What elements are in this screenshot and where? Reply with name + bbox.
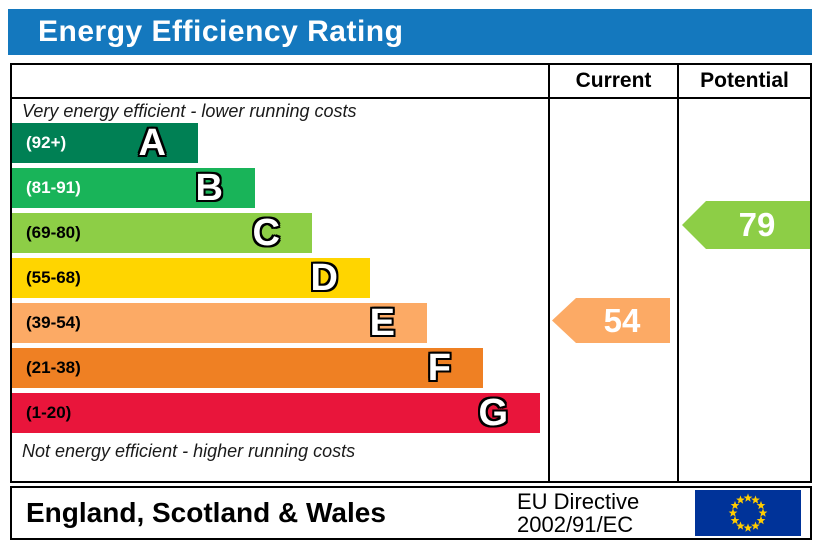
footer: England, Scotland & Wales EU Directive 2…	[10, 486, 812, 540]
band-row-b: (81-91) B	[12, 168, 255, 208]
current-value: 54	[603, 301, 641, 339]
band-range: (55-68)	[26, 268, 81, 287]
band-range: (69-80)	[26, 223, 81, 242]
band-range: (92+)	[26, 133, 67, 152]
header-divider	[12, 97, 810, 99]
band-row-c: (69-80) C	[12, 213, 312, 253]
band-range: (39-54)	[26, 313, 81, 332]
band-letter: E	[369, 302, 395, 344]
band-letter: C	[252, 212, 280, 254]
potential-column-header: Potential	[700, 69, 789, 92]
band-letter: A	[138, 122, 166, 164]
band-range: (81-91)	[26, 178, 81, 197]
current-arrow: 54	[552, 298, 670, 343]
potential-value: 79	[738, 206, 776, 243]
top-note: Very energy efficient - lower running co…	[22, 101, 357, 121]
eu-flag-icon	[695, 490, 801, 536]
rating-table: Current Potential Very energy efficient …	[10, 63, 812, 483]
band-row-d: (55-68) D	[12, 258, 370, 298]
band-row-f: (21-38) F	[12, 348, 483, 388]
current-column-header: Current	[575, 69, 652, 92]
region-label: England, Scotland & Wales	[26, 497, 386, 528]
current-column-divider	[548, 65, 550, 481]
band-row-g: (1-20) G	[12, 393, 540, 433]
title-bar: Energy Efficiency Rating	[8, 9, 812, 55]
band-letter: D	[310, 257, 338, 299]
page-title: Energy Efficiency Rating	[38, 15, 404, 48]
eu-directive-line1: EU Directive	[517, 489, 640, 514]
band-letter: B	[195, 167, 223, 209]
band-letter: F	[427, 347, 451, 389]
eu-directive-line2: 2002/91/EC	[517, 512, 634, 537]
band-range: (1-20)	[26, 403, 72, 422]
bottom-note: Not energy efficient - higher running co…	[22, 441, 356, 461]
band-row-e: (39-54) E	[12, 303, 427, 343]
potential-column-divider	[677, 65, 679, 481]
eu-directive-label: EU Directive 2002/91/EC	[517, 490, 639, 536]
band-row-a: (92+) A	[12, 123, 198, 163]
band-range: (21-38)	[26, 358, 81, 377]
potential-arrow: 79	[682, 201, 810, 249]
band-letter: G	[478, 392, 508, 434]
